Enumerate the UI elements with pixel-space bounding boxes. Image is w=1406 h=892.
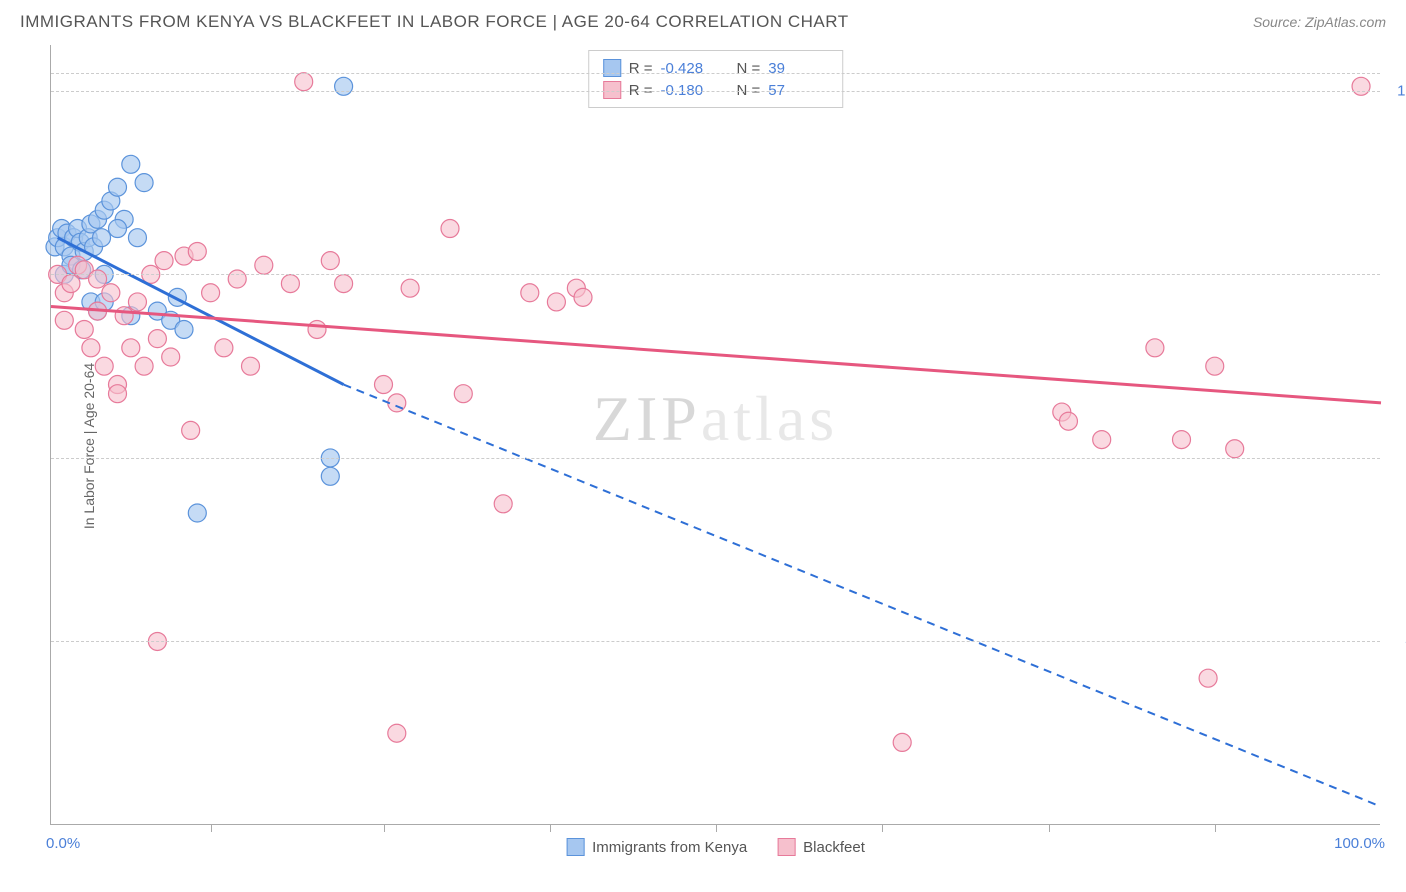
legend-item-kenya: Immigrants from Kenya [566,838,747,856]
correlation-legend: R = -0.428 N = 39 R = -0.180 N = 57 [588,50,844,108]
swatch-blackfeet [777,838,795,856]
legend-row-kenya: R = -0.428 N = 39 [603,57,829,79]
grid-line [51,73,1380,74]
x-axis-min-label: 0.0% [46,835,80,852]
chart-area: ZIPatlas R = -0.428 N = 39 R = -0.180 N … [50,45,1380,825]
stat-r-value-kenya: -0.428 [661,60,721,77]
legend-label-kenya: Immigrants from Kenya [592,839,747,856]
x-tick [211,824,212,832]
grid-line [51,274,1380,275]
stat-n-value-kenya: 39 [768,60,828,77]
scatter-plot [51,45,1380,824]
stat-r-label: R = [629,60,653,77]
grid-line [51,91,1380,92]
x-tick [716,824,717,832]
chart-title: IMMIGRANTS FROM KENYA VS BLACKFEET IN LA… [20,12,849,32]
x-tick [882,824,883,832]
stat-n-label: N = [737,60,761,77]
x-tick [1049,824,1050,832]
grid-line [51,641,1380,642]
x-tick [550,824,551,832]
legend-label-blackfeet: Blackfeet [803,839,865,856]
swatch-kenya [566,838,584,856]
legend-item-blackfeet: Blackfeet [777,838,865,856]
x-tick [384,824,385,832]
grid-line [51,458,1380,459]
x-tick [1215,824,1216,832]
x-axis-max-label: 100.0% [1334,835,1385,852]
y-tick-label: 100.0% [1397,82,1406,99]
source-label: Source: ZipAtlas.com [1253,14,1386,30]
series-legend: Immigrants from Kenya Blackfeet [566,838,865,856]
swatch-kenya [603,59,621,77]
